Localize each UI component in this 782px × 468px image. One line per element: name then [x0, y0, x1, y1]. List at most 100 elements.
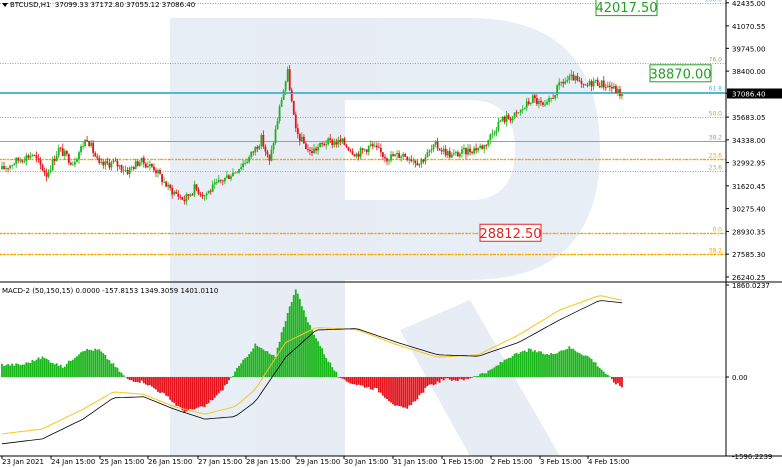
candle-body [94, 152, 97, 157]
macd-histogram-bar [404, 377, 407, 408]
macd-histogram-bar [590, 359, 593, 378]
macd-histogram-bar [205, 377, 208, 405]
candle-body [209, 190, 212, 192]
candle-body [531, 95, 534, 104]
macd-histogram-bar [55, 363, 58, 378]
candle-body [51, 158, 54, 170]
macd-histogram-bar [519, 352, 522, 378]
candle-body [497, 121, 500, 131]
macd-histogram-bar [576, 352, 579, 378]
macd-histogram-bar [288, 306, 291, 378]
macd-histogram-bar [615, 377, 617, 385]
macd-histogram-bar [92, 350, 95, 378]
macd-histogram-bar [61, 367, 64, 378]
macd-histogram-bar [335, 371, 338, 378]
candle-body [392, 154, 394, 157]
candle-body [495, 130, 498, 134]
fib-level-label: 0.0 [712, 227, 722, 234]
candle-body [276, 121, 279, 130]
macd-histogram-bar [467, 377, 469, 380]
candle-body [379, 147, 382, 153]
candle-body [562, 81, 565, 84]
candle-body [461, 149, 463, 154]
macd-histogram-bar [244, 358, 247, 378]
macd-histogram-bar [317, 341, 319, 378]
macd-histogram-bar [319, 346, 322, 378]
macd-histogram-bar [456, 377, 459, 381]
macd-histogram-bar [396, 377, 398, 406]
macd-histogram-bar [35, 359, 38, 378]
macd-histogram-bar [471, 377, 473, 378]
candle-body [230, 176, 232, 179]
macd-histogram-bar [175, 377, 178, 406]
candle-body [169, 184, 172, 189]
fib-level-label: 38.2 [709, 248, 723, 255]
macd-histogram-bar [33, 361, 36, 378]
candle-body [43, 170, 46, 173]
candle-body [163, 181, 165, 183]
macd-histogram-bar [183, 377, 186, 413]
target-box [479, 223, 542, 242]
macd-histogram-bar [246, 357, 249, 378]
candle-body [195, 184, 198, 190]
candle-body [142, 157, 145, 164]
dropdown-triangle-icon[interactable] [2, 3, 8, 7]
macd-histogram-bar [493, 367, 496, 378]
candle-body [254, 146, 257, 153]
macd-histogram-bar [329, 362, 332, 378]
x-tick-label: 27 Jan 15:00 [198, 458, 242, 466]
candle-body [574, 75, 577, 81]
macd-histogram-bar [513, 353, 516, 378]
y-tick-label: 38400.00 [732, 68, 765, 76]
y-tick-label: 39745.00 [732, 45, 765, 53]
candle-body [402, 154, 405, 157]
macd-histogram-bar [610, 377, 613, 380]
candle-body [17, 157, 20, 161]
target-label: 42017.50 [595, 1, 657, 16]
macd-histogram-bar [422, 377, 425, 393]
macd-histogram-bar [197, 377, 200, 408]
macd-histogram-bar [96, 349, 99, 378]
macd-histogram-bar [29, 362, 32, 378]
candle-body [394, 154, 396, 157]
candle-body [108, 163, 111, 168]
macd-histogram-bar [339, 377, 342, 379]
macd-histogram-bar [74, 357, 76, 378]
candle-body [584, 84, 587, 86]
candle-body [300, 136, 303, 141]
candle-body [479, 145, 482, 148]
macd-histogram-bar [59, 364, 62, 378]
candle-body [309, 149, 311, 152]
candle-body [232, 172, 234, 177]
macd-histogram-bar [349, 377, 352, 384]
candle-body [171, 188, 174, 195]
candle-body [353, 154, 356, 157]
candle-body [3, 165, 5, 170]
candle-body [442, 148, 445, 152]
macd-histogram-bar [191, 377, 194, 410]
candle-body [244, 162, 247, 164]
candle-body [384, 156, 386, 159]
macd-histogram-bar [353, 377, 356, 385]
macd-histogram-bar [21, 364, 24, 378]
macd-histogram-bar [600, 369, 603, 378]
candle-body [359, 148, 362, 157]
candle-body [31, 154, 34, 156]
candle-body [5, 168, 7, 170]
candle-body [375, 145, 378, 148]
candle-body [446, 151, 449, 156]
macd-histogram-bar [250, 351, 253, 378]
macd-histogram-bar [430, 377, 433, 385]
macd-histogram-bar [294, 289, 297, 378]
macd-histogram-bar [57, 365, 60, 378]
symbol-label: BTCUSD,H1 [10, 1, 51, 9]
macd-histogram-bar [217, 377, 220, 394]
candle-body [203, 195, 206, 197]
macd-histogram-bar [230, 377, 232, 378]
candle-body [53, 158, 56, 162]
macd-header: MACD-2 (50,150,15) 0.0000 -157.8153 1349… [2, 287, 218, 296]
current-price-box [727, 88, 782, 99]
macd-histogram-bar [181, 377, 184, 411]
macd-histogram-bar [351, 377, 354, 385]
candle-body [357, 153, 360, 157]
